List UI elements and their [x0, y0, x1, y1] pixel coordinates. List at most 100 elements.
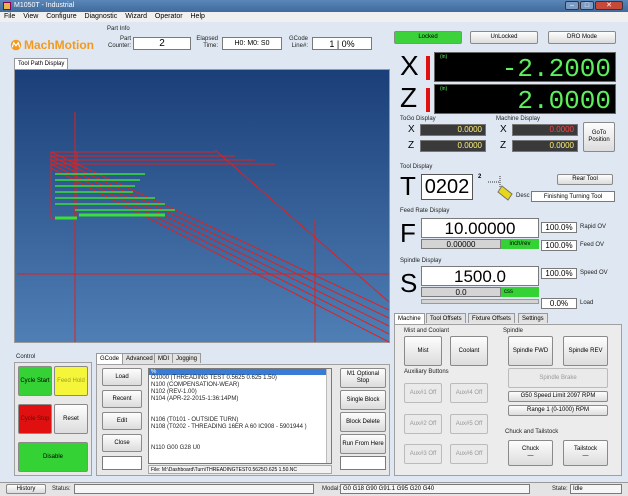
gcode-line[interactable]: N110 G00 G28 U0 [151, 445, 201, 451]
range-button[interactable]: Range 1 (0-1000) RPM [508, 405, 608, 416]
rapid-override-value[interactable]: 100.0% [541, 222, 577, 233]
machine-z-value: 0.0000 [512, 140, 578, 152]
menu-view[interactable]: View [23, 13, 39, 20]
feed-rate-value[interactable]: 10.00000 [421, 218, 539, 238]
g50-speed-limit-button[interactable]: G50 Speed Limit 2097 RPM [508, 391, 608, 402]
history-button[interactable]: History [6, 484, 46, 494]
gcode-line[interactable] [149, 438, 331, 445]
window-title: M1050T - Industrial [14, 2, 75, 9]
gcode-line[interactable]: O1000 (THREADING TEST 0.5625 0.625 1.50) [151, 375, 277, 381]
gcode-line[interactable]: N104 (APR-22-2015-1:36:14PM) [151, 396, 239, 402]
gcode-line-current[interactable]: % [149, 369, 331, 375]
tab-machine[interactable]: Machine [394, 313, 425, 324]
spindle-brake-button[interactable]: Spindle Brake [508, 368, 608, 388]
goto-position-button[interactable]: GoTo Position [583, 122, 615, 152]
togo-heading: ToGo Display [400, 116, 436, 122]
spindle-rev-button[interactable]: Spindle REV [563, 336, 608, 366]
gcode-scrollbar[interactable] [326, 369, 331, 463]
tab-tool-offsets[interactable]: Tool Offsets [426, 313, 466, 323]
speed-override-label: Speed OV [580, 270, 608, 276]
cycle-start-button[interactable]: Cycle Start [18, 366, 52, 396]
side-blank-field [340, 456, 386, 470]
feed-override-value[interactable]: 100.0% [541, 240, 577, 251]
menu-operator[interactable]: Operator [154, 13, 183, 20]
window-titlebar: M1050T - Industrial – □ ✕ [0, 0, 628, 12]
rear-tool-button[interactable]: Rear Tool [557, 174, 613, 185]
menu-configure[interactable]: Configure [46, 13, 77, 20]
menu-file[interactable]: File [4, 13, 16, 20]
tool-number-field[interactable]: 0202 [421, 174, 473, 200]
machmotion-logo-icon [10, 39, 22, 51]
modal-label: Modal: [322, 486, 341, 492]
feed-rate-heading: Feed Rate Display [400, 208, 450, 214]
menu-help[interactable]: Help [190, 13, 205, 20]
mist-button[interactable]: Mist [404, 336, 442, 366]
tab-fixture-offsets[interactable]: Fixture Offsets [468, 313, 515, 323]
dro-mode-button[interactable]: DRO Mode [548, 31, 616, 44]
maximize-button[interactable]: □ [580, 1, 594, 10]
x-dro[interactable]: (in) -2.2000 [434, 52, 616, 82]
aux2-button[interactable]: Aux#2 Off [404, 414, 442, 434]
spindle-load-label: Load [580, 300, 594, 306]
menu-wizard[interactable]: Wizard [125, 13, 147, 20]
elapsed-time-field: H0: M0: S0 [222, 37, 282, 50]
status-field [74, 484, 314, 494]
gcode-line[interactable]: N106 (T0101 - OUTSIDE TURN) [151, 417, 239, 423]
unlocked-button[interactable]: UnLocked [470, 31, 538, 44]
feed-hold-button[interactable]: Feed Hold [54, 366, 88, 396]
speed-override-value[interactable]: 100.0% [541, 268, 577, 279]
spindle-speed-value[interactable]: 1500.0 [421, 266, 539, 286]
feed-override-label: Feed OV [580, 242, 605, 248]
close-button[interactable]: ✕ [595, 1, 623, 10]
gcode-line[interactable]: N102 (REV-1.00) [151, 389, 197, 395]
m1-optional-stop-button[interactable]: M1 Optional Stop [340, 368, 386, 388]
machine-x-letter: X [500, 124, 507, 135]
run-from-here-button[interactable]: Run From Here [340, 434, 386, 454]
chuck-tailstock-heading: Chuck and Tailstock [505, 429, 559, 435]
gcode-listing[interactable]: % O1000 (THREADING TEST 0.5625 0.625 1.5… [148, 368, 332, 464]
gcode-line[interactable] [149, 403, 331, 410]
tab-mdi[interactable]: MDI [154, 353, 173, 363]
tab-gcode[interactable]: GCode [96, 353, 124, 364]
menu-bar: File View Configure Diagnostic Wizard Op… [0, 12, 628, 22]
aux1-button[interactable]: Aux#1 Off [404, 383, 442, 403]
tool-letter: T [400, 171, 416, 201]
z-dro[interactable]: (in) 2.0000 [434, 84, 616, 114]
toolpath-view[interactable] [14, 69, 390, 343]
chuck-label: Chuck [521, 446, 539, 452]
tailstock-button[interactable]: Tailstock — [563, 440, 608, 466]
reset-button[interactable]: Reset [54, 404, 88, 434]
tab-settings[interactable]: Settings [518, 313, 548, 323]
aux6-button[interactable]: Aux#6 Off [450, 444, 488, 464]
coolant-button[interactable]: Coolant [450, 336, 488, 366]
menu-diagnostic[interactable]: Diagnostic [84, 13, 118, 20]
locked-button[interactable]: Locked [394, 31, 462, 44]
minimize-button[interactable]: – [565, 1, 579, 10]
disable-button[interactable]: Disable [18, 442, 88, 472]
aux5-button[interactable]: Aux#5 Off [450, 414, 488, 434]
gcode-line[interactable]: N108 (T0202 - THREADING 16ER A 60 IC908 … [151, 424, 307, 430]
gcode-line[interactable] [149, 410, 331, 417]
tool-display-heading: Tool Display [400, 164, 433, 170]
spindle-fwd-button[interactable]: Spindle FWD [508, 336, 553, 366]
tab-advanced[interactable]: Advanced [122, 353, 157, 363]
aux3-button[interactable]: Aux#3 Off [404, 444, 442, 464]
cycle-stop-button[interactable]: Cycle Stop [18, 404, 52, 434]
tool-desc-field[interactable]: Finishing Turning Tool [531, 191, 615, 202]
single-block-button[interactable]: Single Block [340, 390, 386, 410]
app-icon [3, 2, 11, 10]
gcode-line[interactable] [149, 431, 331, 438]
part-info-heading: Part Info [107, 26, 130, 32]
recent-button[interactable]: Recent [102, 390, 142, 408]
edit-button[interactable]: Edit [102, 412, 142, 430]
tab-jogging[interactable]: Jogging [172, 353, 202, 363]
block-delete-button[interactable]: Block Delete [340, 412, 386, 432]
load-button[interactable]: Load [102, 368, 142, 386]
chuck-button[interactable]: Chuck — [508, 440, 553, 466]
elapsed-label: Elapsed Time: [196, 36, 218, 49]
x-axis-indicator [426, 56, 430, 80]
gcode-line[interactable]: N100 (COMPENSATION-WEAR) [151, 382, 240, 388]
aux4-button[interactable]: Aux#4 Off [450, 383, 488, 403]
tab-tool-path-display[interactable]: Tool Path Display [14, 58, 69, 69]
close-button-gcode[interactable]: Close [102, 434, 142, 452]
